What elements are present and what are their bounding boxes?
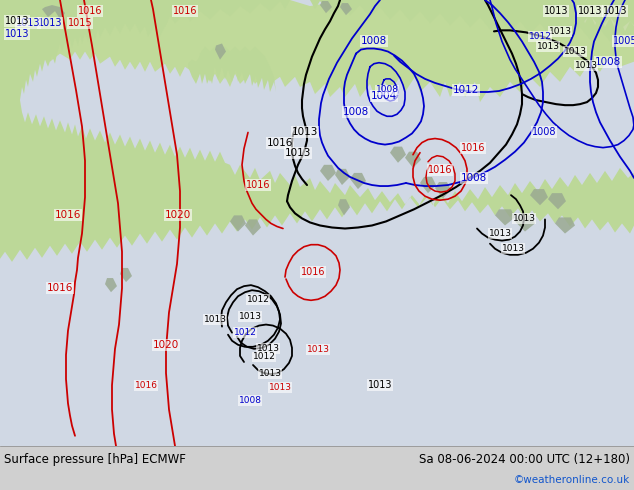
Text: 1013: 1013 — [306, 345, 330, 354]
Text: 1020: 1020 — [153, 340, 179, 350]
Polygon shape — [548, 193, 566, 209]
Polygon shape — [320, 1, 332, 13]
Text: 1012: 1012 — [233, 328, 256, 337]
Text: 1013: 1013 — [4, 16, 29, 26]
Polygon shape — [390, 147, 406, 163]
Polygon shape — [338, 199, 350, 216]
Text: 1012: 1012 — [247, 295, 269, 304]
Text: 1008: 1008 — [343, 107, 369, 117]
Text: ©weatheronline.co.uk: ©weatheronline.co.uk — [514, 475, 630, 485]
Text: 1013: 1013 — [16, 18, 40, 28]
Polygon shape — [495, 209, 515, 225]
Text: 1016: 1016 — [301, 267, 325, 277]
Polygon shape — [530, 189, 548, 205]
Text: 1013: 1013 — [512, 214, 536, 223]
Text: 1016: 1016 — [172, 6, 197, 16]
Text: 1013: 1013 — [548, 27, 571, 36]
Text: 1020: 1020 — [165, 210, 191, 221]
Polygon shape — [515, 216, 535, 232]
Polygon shape — [105, 278, 117, 292]
Polygon shape — [320, 165, 336, 181]
Text: 1013: 1013 — [536, 42, 559, 51]
Polygon shape — [405, 152, 421, 168]
Polygon shape — [120, 268, 132, 282]
Text: 1013: 1013 — [544, 6, 568, 16]
Text: 1013: 1013 — [257, 344, 280, 353]
Polygon shape — [540, 0, 634, 31]
Text: 1016: 1016 — [267, 138, 293, 147]
Text: 1013: 1013 — [269, 383, 292, 392]
Polygon shape — [42, 5, 65, 19]
Text: 1015: 1015 — [68, 18, 93, 28]
Polygon shape — [435, 182, 451, 198]
Text: 1012: 1012 — [453, 85, 479, 95]
Polygon shape — [198, 47, 276, 92]
Text: 1005: 1005 — [612, 36, 634, 47]
Text: 1013: 1013 — [578, 6, 602, 16]
Polygon shape — [230, 216, 246, 232]
Polygon shape — [188, 57, 214, 84]
Polygon shape — [420, 177, 436, 193]
Text: 1013: 1013 — [38, 18, 62, 28]
Text: 1013: 1013 — [564, 47, 586, 56]
Text: Sa 08-06-2024 00:00 UTC (12+180): Sa 08-06-2024 00:00 UTC (12+180) — [419, 453, 630, 466]
Polygon shape — [340, 3, 352, 15]
Text: 1013: 1013 — [603, 6, 627, 16]
Text: 1016: 1016 — [461, 143, 485, 152]
Polygon shape — [215, 44, 226, 60]
Polygon shape — [430, 0, 634, 29]
Text: 1016: 1016 — [428, 165, 452, 175]
Polygon shape — [310, 0, 634, 44]
Text: 1008: 1008 — [375, 85, 399, 95]
Text: 1016: 1016 — [246, 180, 270, 190]
Polygon shape — [40, 3, 85, 25]
Text: Surface pressure [hPa] ECMWF: Surface pressure [hPa] ECMWF — [4, 453, 186, 466]
Text: 1013: 1013 — [4, 29, 29, 39]
Text: 1016: 1016 — [78, 6, 102, 16]
Text: 1013: 1013 — [285, 147, 311, 158]
Polygon shape — [0, 0, 634, 102]
Polygon shape — [245, 220, 261, 236]
Text: 1013: 1013 — [574, 61, 597, 70]
Text: 1013: 1013 — [501, 244, 524, 253]
Polygon shape — [155, 15, 168, 26]
Text: 1013: 1013 — [238, 312, 261, 321]
Polygon shape — [335, 169, 350, 185]
Text: 1008: 1008 — [238, 396, 261, 405]
Text: 1016: 1016 — [55, 210, 81, 221]
Text: 1013: 1013 — [368, 380, 392, 390]
Polygon shape — [0, 0, 634, 262]
Text: 1016: 1016 — [134, 381, 157, 390]
Text: 1008: 1008 — [532, 127, 556, 138]
Text: 1008: 1008 — [595, 57, 621, 67]
Text: 1012: 1012 — [529, 32, 552, 41]
Text: 1004: 1004 — [371, 91, 397, 101]
Text: 1016: 1016 — [47, 283, 73, 293]
Text: 1013: 1013 — [204, 315, 226, 324]
Polygon shape — [350, 173, 366, 189]
Text: 1008: 1008 — [361, 36, 387, 47]
Text: 1013: 1013 — [292, 127, 318, 138]
Text: 1013: 1013 — [489, 229, 512, 238]
Text: 1008: 1008 — [461, 173, 487, 183]
Polygon shape — [555, 218, 575, 234]
Text: 1012: 1012 — [252, 352, 275, 362]
Text: 1013: 1013 — [259, 368, 281, 378]
